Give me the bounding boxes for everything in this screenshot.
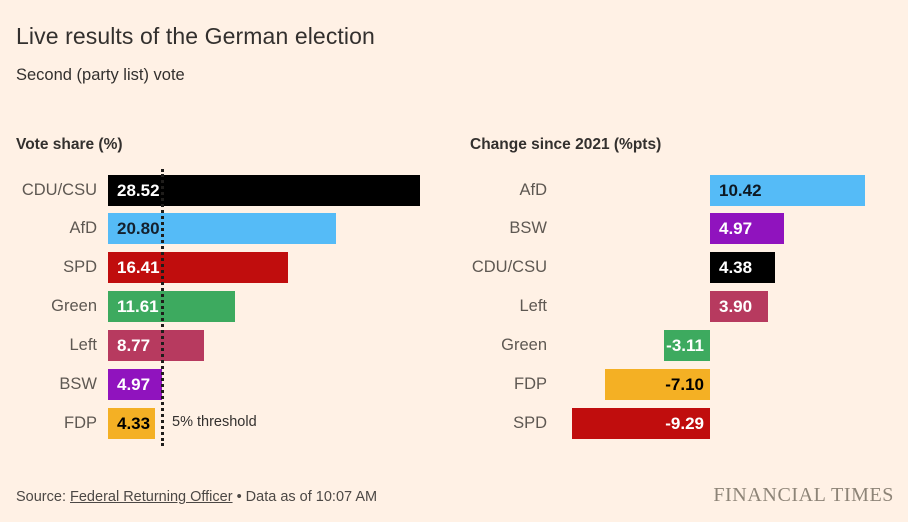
party-label: SPD [63, 258, 97, 277]
party-label: Green [501, 335, 547, 354]
chart-row: CDU/CSU 28.52 [0, 174, 454, 206]
bar-value-label: 16.41 [117, 258, 160, 278]
bar-value-label: 4.97 [117, 374, 151, 394]
party-label: Left [519, 297, 547, 316]
chart-row: Left 3.90 [454, 291, 908, 323]
party-label: AfD [519, 180, 547, 199]
chart-row: SPD -9.29 [454, 407, 908, 439]
chart-row: CDU/CSU 4.38 [454, 252, 908, 284]
party-label: SPD [513, 413, 547, 432]
page-title: Live results of the German election [16, 23, 375, 50]
chart-row: BSW 4.97 [0, 368, 454, 400]
bar: 16.41 [108, 252, 288, 284]
bar: 4.38 [710, 252, 776, 284]
five-percent-threshold-line [161, 169, 164, 446]
bar-value-label: 4.33 [117, 413, 151, 433]
chart-row: Green -3.11 [454, 329, 908, 361]
bar-value-label: 11.61 [117, 297, 159, 317]
party-label: BSW [509, 219, 547, 238]
bar: 3.90 [710, 291, 768, 323]
chart-row: FDP -7.10 [454, 368, 908, 400]
bar: 4.33 [108, 407, 156, 439]
bar: 11.61 [108, 291, 235, 323]
party-label: FDP [514, 374, 547, 393]
bar-value-label: 20.80 [117, 219, 160, 239]
chart-row: AfD 10.42 [454, 174, 908, 206]
bar-value-label: 28.52 [117, 180, 160, 200]
party-label: BSW [59, 374, 97, 393]
financial-times-logo: FINANCIAL TIMES [713, 484, 894, 506]
bar-value-label: -7.10 [665, 374, 704, 394]
bar-value-label: 8.77 [117, 335, 151, 355]
chart-row: BSW 4.97 [454, 213, 908, 245]
bar-value-label: 3.90 [719, 297, 753, 317]
vote-share-chart-title: Vote share (%) [16, 136, 123, 153]
bar-value-label: 4.38 [719, 258, 753, 278]
bar-value-label: -3.11 [666, 335, 704, 355]
chart-row: SPD 16.41 [0, 252, 454, 284]
bar-value-label: 4.97 [719, 219, 753, 239]
change-chart: AfD 10.42 BSW 4.97 CDU/CSU 4.38 Left 3.90 Green -… [454, 174, 908, 449]
source-line: Source: Federal Returning Officer • Data… [16, 489, 377, 505]
party-label: FDP [64, 413, 97, 432]
source-prefix: Source: [16, 489, 66, 505]
change-chart-title: Change since 2021 (%pts) [470, 136, 662, 153]
bar: -3.11 [663, 329, 710, 361]
bar: -7.10 [604, 368, 710, 400]
chart-row: FDP 4.33 [0, 407, 454, 439]
bar: 20.80 [108, 213, 336, 245]
chart-row: AfD 20.80 [0, 213, 454, 245]
party-label: CDU/CSU [471, 258, 547, 277]
chart-row: Left 8.77 [0, 329, 454, 361]
page-subtitle: Second (party list) vote [16, 66, 185, 84]
source-suffix: • Data as of 10:07 AM [236, 489, 378, 505]
bar: -9.29 [572, 407, 710, 439]
vote-share-chart: CDU/CSU 28.52 AfD 20.80 SPD 16.41 Green 11.61 Le… [0, 174, 454, 449]
party-label: Green [51, 297, 97, 316]
bar: 8.77 [108, 329, 204, 361]
bar-value-label: -9.29 [665, 413, 704, 433]
threshold-annotation: 5% threshold [172, 414, 257, 430]
bar: 28.52 [108, 174, 420, 206]
party-label: AfD [69, 219, 97, 238]
chart-row: Green 11.61 [0, 291, 454, 323]
party-label: CDU/CSU [21, 180, 97, 199]
bar: 4.97 [710, 213, 784, 245]
bar-value-label: 10.42 [719, 180, 762, 200]
source-link[interactable]: Federal Returning Officer [70, 489, 233, 505]
party-label: Left [69, 335, 97, 354]
bar: 10.42 [710, 174, 865, 206]
bar: 4.97 [108, 368, 163, 400]
